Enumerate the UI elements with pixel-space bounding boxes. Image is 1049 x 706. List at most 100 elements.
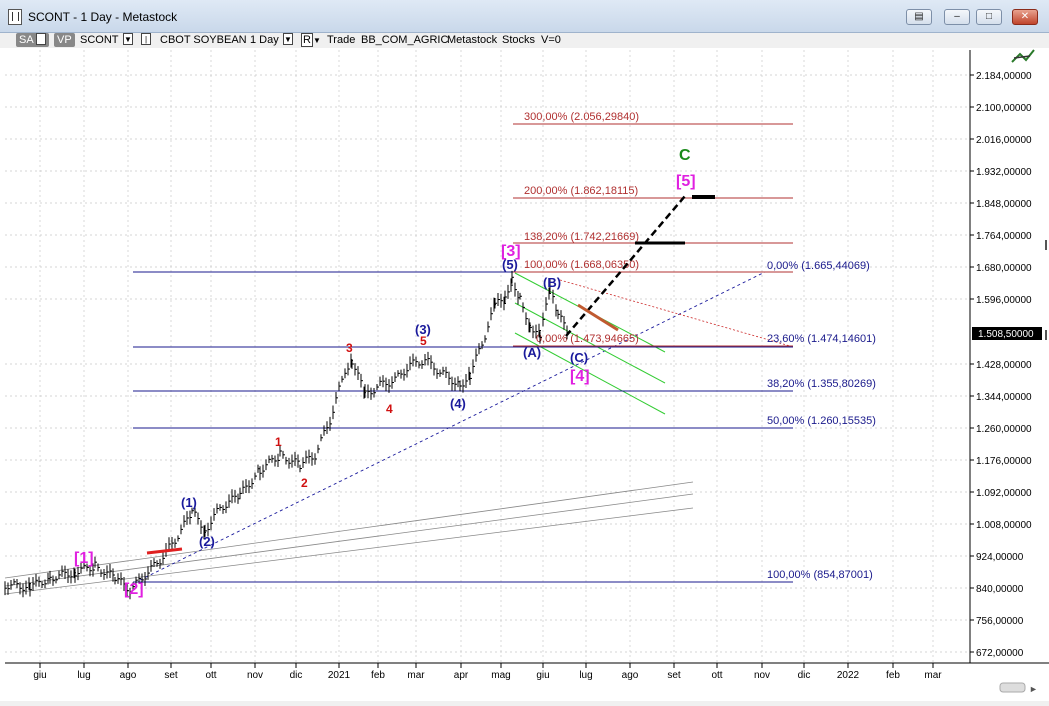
horizontal-scrollbar[interactable] — [999, 682, 1026, 693]
fib-ret-50: 50,00% (1.260,15535) — [767, 415, 876, 427]
fib-ext-200: 200,00% (1.862,18115) — [524, 185, 638, 197]
fib-ext-300: 300,00% (2.056,29840) — [524, 111, 639, 123]
support-trendline — [139, 271, 766, 581]
period-dropdown[interactable]: ▼ — [283, 33, 293, 47]
chevron-down-icon[interactable]: ▼ — [36, 33, 47, 45]
price-tick-label: 924,00000 — [976, 552, 1024, 563]
price-tick-label: 1.260,00000 — [976, 424, 1032, 435]
fib-ext-100: 100,00% (1.668,06350) — [524, 259, 639, 271]
fib-ext-0: 0,00% (1.473,94665) — [536, 333, 639, 345]
instrument-label: CBOT SOYBEAN — [160, 34, 247, 46]
wave-magenta-4: [4] — [570, 368, 590, 385]
price-tick-label: 1.092,00000 — [976, 488, 1032, 499]
time-tick-label: ott — [205, 670, 216, 681]
type-label: Stocks — [502, 34, 536, 46]
price-tick-label: 1.680,00000 — [976, 263, 1032, 274]
last-price-value: 1.508,50000 — [978, 329, 1034, 340]
price-tick-label: 840,00000 — [976, 584, 1024, 595]
wave-magenta-5: [5] — [676, 173, 696, 190]
price-tick-label: 1.848,00000 — [976, 199, 1032, 210]
price-tick-label: 1.344,00000 — [976, 392, 1032, 403]
price-tick-label: 2.100,00000 — [976, 103, 1032, 114]
time-tick-label: dic — [290, 670, 303, 681]
wave-red-2: 2 — [301, 476, 308, 490]
chart-type-button[interactable]: | — [141, 33, 151, 47]
time-tick-label: ago — [622, 670, 639, 681]
chevron-right-icon[interactable]: ► — [1029, 684, 1038, 694]
app-icon — [8, 9, 22, 25]
time-tick-label: ago — [120, 670, 137, 681]
window-title: SCONT - 1 Day - Metastock — [28, 10, 178, 24]
chevron-down-icon: ▼ — [283, 33, 293, 45]
wave-blue-4: (4) — [450, 396, 466, 411]
wave-blue-2: (2) — [199, 534, 215, 549]
chevron-down-icon: ▼ — [312, 36, 321, 45]
time-tick-label: mar — [924, 670, 942, 681]
fib-ret-100: 100,00% (854,87001) — [767, 569, 873, 581]
time-tick-label: 2021 — [328, 670, 351, 681]
plot-area — [5, 50, 970, 663]
last-price-tag — [972, 327, 1042, 340]
symbol-dropdown[interactable]: ▼ — [123, 33, 133, 47]
price-tick-label: 672,00000 — [976, 648, 1024, 659]
bar-chart-icon: | — [141, 33, 151, 45]
mode-label: R — [301, 33, 313, 47]
wave-magenta-1: [1] — [74, 550, 94, 567]
price-tick-label: 1.428,00000 — [976, 360, 1032, 371]
time-tick-label: giu — [536, 670, 549, 681]
breakout-marker — [146, 547, 183, 555]
price-tick-label: 1.764,00000 — [976, 231, 1032, 242]
price-tick-label: 1.176,00000 — [976, 456, 1032, 467]
chevron-down-icon: ▼ — [123, 33, 133, 45]
time-tick-label: feb — [371, 670, 385, 681]
wave-blue-3: (3) — [415, 322, 431, 337]
wave-red-3: 3 — [346, 341, 353, 355]
trade-label[interactable]: Trade — [327, 34, 356, 46]
sa-button[interactable]: SA ▼ — [16, 33, 50, 47]
time-ticks: giu lug ago set ott nov dic 2021 feb mar apr mag giu… — [33, 663, 942, 681]
wave-red-5: 5 — [420, 334, 427, 348]
time-tick-label: mar — [407, 670, 425, 681]
sa-label: SA — [19, 34, 34, 46]
fib-ret-38: 38,20% (1.355,80269) — [767, 378, 876, 390]
regression-channel — [4, 481, 694, 595]
group-label: BB_COM_AGRIC — [361, 34, 449, 46]
wave-red-4: 4 — [386, 402, 393, 416]
price-tick-label: 756,00000 — [976, 616, 1024, 627]
chart-toolbar: SA ▼ VP SCONT ▼ | CBOT SOYBEAN 1 Day ▼ R… — [0, 32, 1049, 48]
wave-blue-5: (5) — [502, 257, 518, 272]
wave-red-1: 1 — [275, 435, 282, 449]
time-tick-label: mag — [491, 670, 510, 681]
price-bars — [4, 270, 569, 600]
fib-extension: 300,00% (2.056,29840) 200,00% (1.862,181… — [513, 111, 793, 347]
chart-panel[interactable]: 2.184,00000 2.100,00000 2.016,00000 1.932,0… — [0, 48, 1049, 701]
time-tick-label: dic — [798, 670, 811, 681]
grid — [5, 50, 970, 663]
wave-magenta-2: [2] — [124, 581, 144, 598]
fib-retracement: 0,00% (1.665,44069) 23,60% (1.474,14601)… — [133, 260, 876, 583]
wave-blue-b: (B) — [543, 275, 561, 290]
price-tick-label: 2.184,00000 — [976, 71, 1032, 82]
price-chart[interactable]: 2.184,00000 2.100,00000 2.016,00000 1.932,0… — [0, 48, 1049, 701]
mode-button[interactable]: R ▼ — [301, 33, 321, 47]
wave-magenta-3: [3] — [501, 243, 521, 260]
projection-path — [565, 195, 686, 337]
time-tick-label: set — [667, 670, 681, 681]
maximize-icon[interactable]: □ — [976, 9, 1002, 25]
price-tick-label: 1.596,00000 — [976, 295, 1032, 306]
minimize-icon[interactable]: – — [944, 9, 970, 25]
fib-ret-0: 0,00% (1.665,44069) — [767, 260, 870, 272]
breakout-line — [577, 303, 619, 332]
time-tick-label: apr — [454, 670, 469, 681]
price-tick-label: 2.016,00000 — [976, 135, 1032, 146]
time-tick-label: lug — [77, 670, 90, 681]
period-label: 1 Day — [250, 34, 279, 46]
close-icon[interactable]: ✕ — [1012, 9, 1038, 25]
restore-icon[interactable]: ▤ — [906, 9, 932, 25]
chart-tools-icon[interactable] — [1011, 49, 1035, 63]
wave-blue-a: (A) — [523, 345, 541, 360]
wave-blue-1: (1) — [181, 495, 197, 510]
time-tick-label: ott — [711, 670, 722, 681]
time-tick-label: nov — [247, 670, 263, 681]
vp-button[interactable]: VP — [54, 33, 75, 47]
